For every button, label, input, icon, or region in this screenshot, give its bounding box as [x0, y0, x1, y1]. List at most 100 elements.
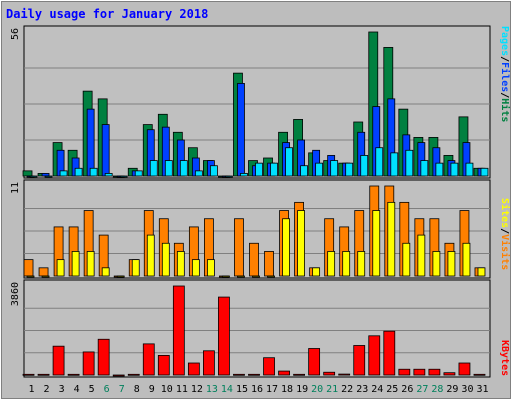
bar-pages-day-30: [465, 162, 474, 177]
bar-pages-day-10: [164, 160, 173, 177]
x-tick-label-day-6: 6: [104, 384, 110, 395]
bar-pages-day-22: [345, 162, 354, 177]
x-tick-label-day-27: 27: [416, 384, 428, 395]
x-tick-label-day-4: 4: [74, 384, 80, 395]
bar-pages-day-26: [405, 149, 414, 177]
bar-sites-day-1: [26, 275, 35, 278]
bar-pages-day-19: [300, 165, 308, 177]
legend-label-sites: Sites: [499, 198, 511, 228]
bar-pages-day-9: [149, 160, 158, 177]
bar-kbytes-day-19: [293, 373, 305, 376]
bar-kbytes-day-31: [473, 373, 486, 376]
legend-label-visits: Visits: [499, 234, 511, 270]
x-tick-label-day-7: 7: [119, 384, 125, 395]
bar-sites-day-26: [402, 242, 411, 277]
x-tick-label-day-13: 13: [206, 384, 218, 395]
bar-sites-day-10: [161, 242, 170, 277]
bar-kbytes-day-3: [52, 345, 65, 376]
x-tick-label-day-23: 23: [356, 384, 368, 395]
bar-visits-day-15: [234, 218, 244, 277]
bar-sites-day-31: [477, 267, 486, 277]
bar-sites-day-21: [327, 251, 336, 277]
bar-pages-day-18: [285, 147, 293, 177]
x-tick-label-day-28: 28: [431, 384, 443, 395]
x-tick-label-day-30: 30: [461, 384, 473, 395]
panel-kbytes: 3860 KBytes: [10, 279, 510, 378]
bar-kbytes-day-14: [218, 296, 230, 376]
panel-hits-files-pages: 56 Pages/Files/Hits: [10, 25, 511, 179]
bar-pages-day-21: [330, 160, 339, 177]
bar-kbytes-day-13: [203, 350, 215, 376]
bar-kbytes-day-18: [278, 370, 290, 376]
legend-label-files: Files: [499, 62, 511, 92]
legend-kbytes: KBytes: [499, 340, 510, 376]
bar-pages-day-23: [360, 155, 369, 177]
x-tick-label-day-20: 20: [311, 384, 323, 395]
bar-pages-day-29: [450, 162, 459, 177]
bar-kbytes-day-27: [413, 368, 426, 376]
bar-kbytes-day-28: [428, 368, 441, 376]
bar-sites-day-9: [146, 234, 155, 277]
bar-pages-day-28: [435, 162, 444, 177]
bar-kbytes-day-4: [67, 373, 80, 376]
bar-sites-day-16: [252, 275, 260, 278]
bar-kbytes-day-16: [248, 373, 260, 376]
bar-kbytes-day-8: [127, 373, 140, 376]
bar-sites-day-12: [191, 259, 200, 277]
bar-kbytes-day-7: [112, 374, 125, 377]
bar-kbytes-day-2: [37, 373, 50, 376]
bar-visits-day-2: [38, 267, 49, 277]
bar-pages-day-15: [240, 173, 248, 177]
x-tick-label-day-1: 1: [29, 384, 35, 395]
legend-label-hits: Hits: [499, 98, 511, 122]
x-tick-label-day-18: 18: [281, 384, 293, 395]
bar-visits-day-16: [249, 242, 259, 277]
bar-files-day-5: [86, 108, 95, 177]
bar-pages-day-7: [119, 175, 128, 178]
bar-kbytes-day-26: [398, 368, 411, 376]
legend-visits-sites: Sites/Visits: [499, 198, 511, 270]
bar-sites-day-4: [71, 251, 80, 277]
chart-title: Daily usage for January 2018: [6, 7, 208, 21]
x-tick-label-day-9: 9: [149, 384, 155, 395]
bar-kbytes-day-20: [308, 348, 321, 376]
max-label-kbytes: 3860: [10, 282, 21, 306]
bar-kbytes-day-24: [368, 335, 381, 376]
x-tick-label-day-8: 8: [134, 384, 140, 395]
bar-kbytes-day-25: [383, 330, 396, 376]
max-label-hits-files-pages: 56: [10, 28, 21, 40]
bar-sites-day-7: [116, 275, 125, 278]
bar-pages-day-31: [480, 167, 489, 177]
bar-kbytes-day-6: [97, 338, 110, 376]
legend-hits-files-pages: Pages/Files/Hits: [499, 26, 511, 122]
bar-pages-day-24: [375, 147, 384, 177]
x-tick-label-day-11: 11: [176, 384, 188, 395]
bar-pages-day-25: [390, 152, 399, 177]
bar-pages-day-27: [420, 160, 429, 177]
x-tick-label-day-31: 31: [476, 384, 488, 395]
bar-sites-day-13: [207, 259, 215, 277]
x-tick-label-day-16: 16: [251, 384, 263, 395]
x-tick-label-day-22: 22: [341, 384, 353, 395]
max-label-visits-sites: 11: [10, 182, 21, 194]
bar-pages-day-11: [179, 160, 188, 177]
bar-sites-day-23: [357, 251, 366, 277]
x-tick-label-day-24: 24: [371, 384, 383, 395]
bar-pages-day-8: [134, 170, 143, 177]
bar-sites-day-14: [222, 275, 230, 278]
bar-kbytes-day-23: [353, 345, 366, 376]
x-tick-label-day-2: 2: [44, 384, 50, 395]
bar-sites-day-2: [41, 275, 50, 278]
legend-label-pages: Pages: [499, 26, 510, 56]
bar-sites-day-27: [417, 234, 426, 277]
bar-kbytes-day-1: [22, 373, 35, 376]
bar-kbytes-day-21: [323, 371, 336, 376]
bar-sites-day-15: [237, 275, 245, 278]
bar-sites-day-8: [131, 259, 140, 277]
bar-sites-day-19: [297, 210, 305, 277]
bar-sites-day-25: [387, 201, 396, 277]
x-tick-label-day-19: 19: [296, 384, 308, 395]
x-tick-label-day-3: 3: [59, 384, 65, 395]
bar-sites-day-17: [267, 275, 275, 278]
